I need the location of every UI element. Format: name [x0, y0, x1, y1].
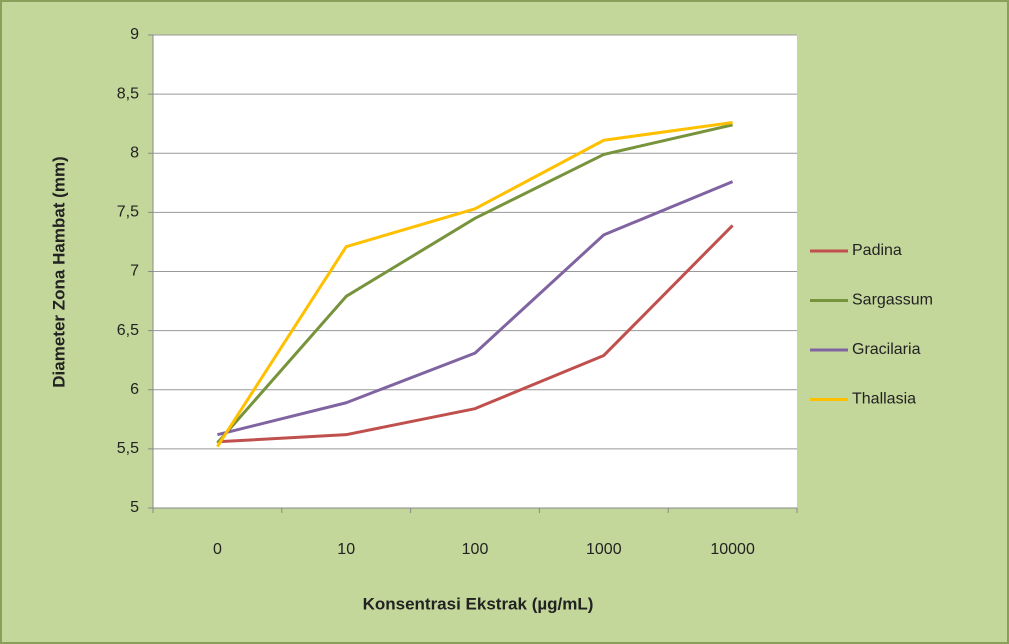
series-line — [217, 180, 734, 437]
series-line — [216, 121, 733, 448]
series-line — [216, 123, 733, 444]
y-tick-label: 7,5 — [117, 204, 139, 221]
series-line — [217, 224, 734, 444]
legend-label: Thallasia — [852, 391, 916, 408]
x-tick-label: 1000 — [586, 541, 622, 558]
y-tick-label: 6 — [130, 381, 139, 398]
x-tick-label: 10 — [337, 541, 355, 558]
x-tick-label: 0 — [213, 541, 222, 558]
y-tick-label: 8,5 — [117, 85, 139, 102]
legend-label: Gracilaria — [852, 341, 921, 358]
y-tick-label: 5,5 — [117, 440, 139, 457]
y-tick-label: 5 — [130, 499, 139, 516]
x-tick-label: 10000 — [710, 541, 755, 558]
y-axis-title: Diameter Zona Hambat (mm) — [49, 156, 68, 387]
x-axis-title: Konsentrasi Ekstrak (µg/mL) — [363, 594, 594, 613]
y-tick-label: 8 — [130, 144, 139, 161]
y-tick-label: 9 — [130, 26, 139, 43]
y-tick-label: 7 — [130, 263, 139, 280]
y-tick-label: 6,5 — [117, 322, 139, 339]
legend-label: Padina — [852, 242, 902, 259]
legend-label: Sargassum — [852, 292, 933, 309]
x-tick-label: 100 — [462, 541, 489, 558]
